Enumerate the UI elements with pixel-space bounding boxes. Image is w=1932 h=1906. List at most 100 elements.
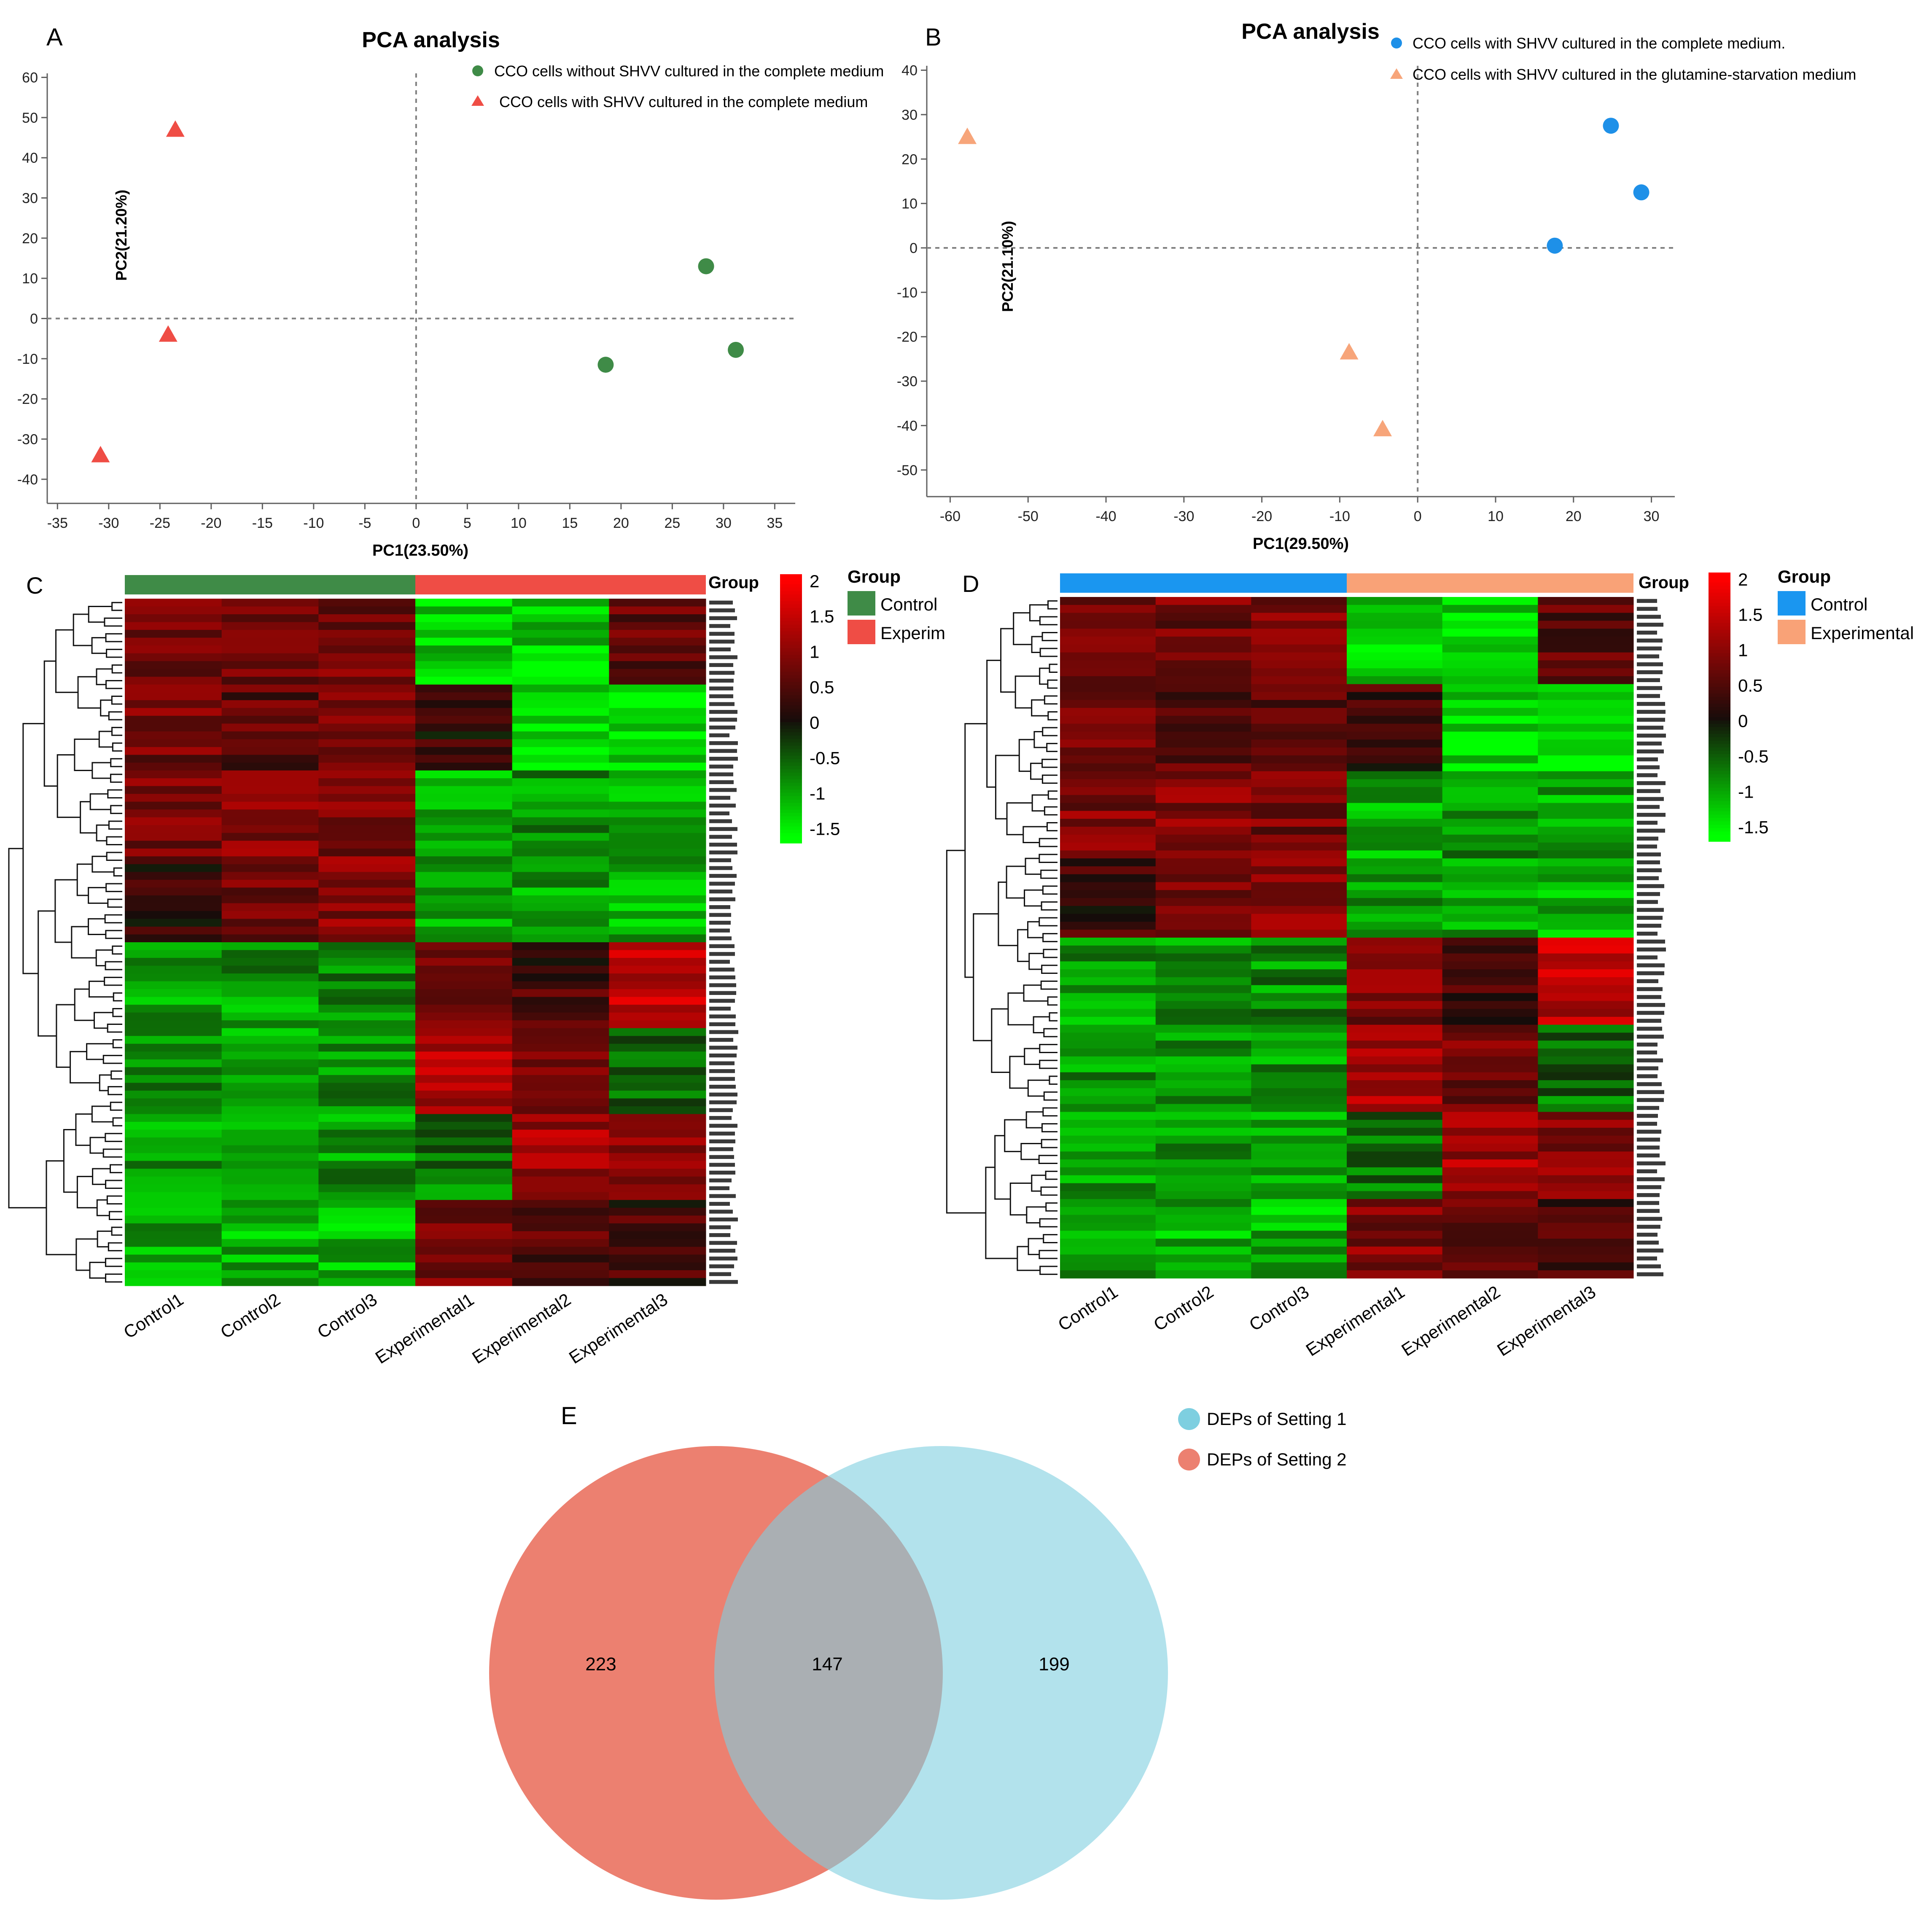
heatmap-cell [1155, 819, 1251, 827]
heatmap-cell [1538, 676, 1634, 685]
heatmap-d-color-scale: 21.510.50-0.5-1-1.5 [1709, 570, 1768, 842]
color-scale-step [1709, 757, 1730, 761]
heatmap-cell [415, 879, 513, 888]
heatmap-cell [415, 1083, 513, 1091]
pca-a-ticks: -35 -30 -25 -20 -15 -10 -5 0 5 10 15 20 25 30 35605040… [17, 70, 783, 531]
color-scale-step [780, 614, 802, 618]
heatmap-cell [512, 864, 609, 872]
heatmap-cell [512, 1200, 609, 1208]
heatmap-cell [415, 1223, 513, 1231]
heatmap-cell [1347, 660, 1443, 669]
x-tick-label: -35 [47, 515, 68, 531]
heatmap-cell [415, 911, 513, 919]
color-scale-step [780, 796, 802, 800]
heatmap-cell [1347, 890, 1443, 898]
heatmap-cell [125, 809, 222, 818]
heatmap-cell [318, 1043, 416, 1052]
heatmap-cell [1251, 866, 1347, 875]
heatmap-c-group-title: Group [708, 573, 759, 592]
color-scale-step [780, 826, 802, 830]
row-label-mark [709, 1069, 735, 1073]
heatmap-cell [415, 1254, 513, 1263]
heatmap-cell [609, 1207, 706, 1216]
dendrogram-branch [110, 805, 122, 814]
heatmap-cell [609, 1083, 706, 1091]
heatmap-cell [415, 864, 513, 872]
heatmap-cell [1347, 668, 1443, 677]
heatmap-cell [609, 1051, 706, 1060]
heatmap-cell [221, 809, 319, 818]
heatmap-cell [221, 1153, 319, 1161]
heatmap-cell [221, 747, 319, 755]
heatmap-d-group-bar [1060, 573, 1633, 593]
heatmap-cell [1251, 1183, 1347, 1191]
heatmap-cell [609, 1176, 706, 1185]
heatmap-cell [221, 1122, 319, 1130]
heatmap-cell [1347, 1135, 1443, 1144]
color-scale-step [780, 688, 802, 692]
dendrogram-branch [97, 1230, 112, 1247]
heatmap-cell [221, 1184, 319, 1193]
heatmap-cell [1060, 819, 1156, 827]
heatmap-cell [221, 981, 319, 989]
heatmap-cell [318, 1098, 416, 1107]
heatmap-cell [1442, 708, 1538, 716]
dendrogram-branch [54, 879, 78, 943]
heatmap-cell [318, 1012, 416, 1021]
heatmap-cell [221, 864, 319, 872]
heatmap-cell [318, 762, 416, 771]
row-label-mark [709, 1124, 737, 1128]
heatmap-cell [125, 794, 222, 802]
heatmap-cell [512, 630, 609, 638]
heatmap-cell [1251, 1112, 1347, 1120]
color-scale-step [780, 631, 802, 635]
dendrogram-branch [1040, 980, 1057, 990]
heatmap-cell [1442, 890, 1538, 898]
color-scale-step [1709, 767, 1730, 772]
dendrogram-branch [89, 1137, 105, 1154]
heatmap-cell [609, 653, 706, 661]
heatmap-cell [1538, 1048, 1634, 1057]
heatmap-cell [1251, 1072, 1347, 1081]
heatmap-cell [221, 778, 319, 787]
heatmap-cell [609, 887, 706, 896]
heatmap-cell [1442, 771, 1538, 780]
heatmap-cell [1442, 1262, 1538, 1271]
heatmap-cell [125, 1169, 222, 1177]
color-scale-step [1709, 670, 1730, 674]
dendrogram-branch [1020, 1143, 1042, 1160]
heatmap-cell [1347, 842, 1443, 851]
row-label-mark [709, 1022, 735, 1027]
color-scale-step [1709, 623, 1730, 627]
heatmap-cell [1442, 1199, 1538, 1207]
heatmap-cell [1251, 811, 1347, 819]
dendrogram-branch [71, 926, 97, 959]
heatmap-cell [1251, 914, 1347, 922]
heatmap-cell [609, 692, 706, 701]
heatmap-cell [1251, 1120, 1347, 1128]
heatmap-cell [512, 1270, 609, 1278]
dendrogram-branch [105, 680, 122, 689]
heatmap-cell [1251, 597, 1347, 605]
dendrogram-branch [1042, 1107, 1057, 1117]
row-label-mark [709, 944, 735, 948]
heatmap-cell [609, 708, 706, 716]
heatmap-cell [1155, 605, 1251, 613]
y-tick-label: -10 [897, 285, 918, 301]
color-scale-step [1709, 794, 1730, 798]
heatmap-c-group-bar [125, 575, 706, 594]
heatmap-cell [221, 989, 319, 997]
heatmap-cell [318, 965, 416, 974]
heatmap-cell [1060, 1246, 1156, 1255]
pca-b-xlabel: PC1(29.50%) [1253, 535, 1349, 553]
row-label-mark [1637, 702, 1665, 706]
heatmap-d-column-labels: Control1 Control2 Control3Experimental1Exp… [1055, 1282, 1599, 1360]
heatmap-cell [125, 637, 222, 646]
heatmap-d-cells [1060, 597, 1634, 1279]
heatmap-cell [318, 794, 416, 802]
row-label-mark [709, 624, 730, 628]
heatmap-cell [1538, 771, 1634, 780]
color-scale-step [1709, 801, 1730, 805]
heatmap-cell [1347, 676, 1443, 685]
heatmap-cell [1347, 866, 1443, 875]
